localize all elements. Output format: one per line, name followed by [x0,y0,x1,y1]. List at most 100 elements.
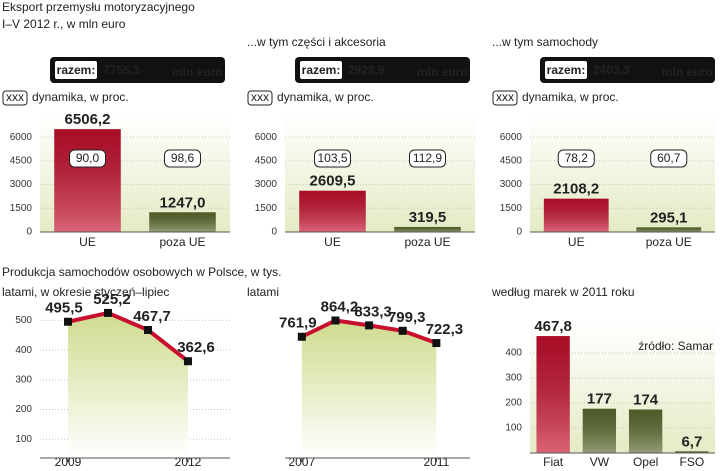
total-label-box [55,61,97,79]
point [104,308,112,317]
legend-key: xxx [251,90,269,104]
y-tick-label: 1500 [500,203,523,214]
total-value: 2928,9 [348,63,385,77]
x-tick-label: UE [79,235,96,249]
total-unit: mln euro [417,65,468,79]
x-tick-label: poza UE [646,235,692,249]
y-tick-label: 6000 [255,132,278,143]
chart-subtitle: ...w tym samochody [492,35,598,49]
dynamics-label: 78,2 [565,151,589,165]
x-tick-label: UE [568,235,585,249]
point [331,316,340,325]
y-tick-label: 300 [15,374,32,385]
bar-shade [628,409,663,453]
point [365,321,374,330]
y-tick-label: 0 [271,227,277,238]
y-tick-label: 1500 [10,203,33,214]
dynamics-label: 98,6 [171,151,195,165]
value-label: 319,5 [409,209,447,226]
y-tick-label: 3000 [255,179,278,190]
y-tick-label: 6000 [500,132,523,143]
dynamics-label: 60,7 [657,151,681,165]
x-tick-label: UE [324,235,341,249]
value-label: 6,7 [681,433,702,450]
bar-shade [636,227,702,232]
dynamics-box [164,149,201,168]
y-tick-label: 6000 [10,132,33,143]
dynamics-label: 103,5 [317,151,347,165]
value-label: 174 [633,391,659,408]
y-tick-label: 400 [505,348,522,359]
total-unit: mln euro [662,65,713,79]
x-tick-label: FSO [680,455,705,469]
y-tick-label: 1500 [255,203,278,214]
y-tick-label: 100 [15,434,32,445]
total-value: 7755,3 [103,63,140,77]
point [297,332,306,341]
legend-key-box [492,90,518,106]
bar-shade [299,190,366,232]
value-label: 833,3 [354,303,392,320]
total-label-box [545,61,587,79]
legend-text: dynamika, w proc. [522,90,619,104]
y-tick-label: 4500 [255,155,278,166]
x-tick-label: poza UE [159,235,205,249]
bar-shade [394,226,461,232]
legend-text: dynamika, w proc. [32,90,129,104]
point [398,326,407,335]
chart-title: Produkcja samochodów osobowych w Polsce,… [2,265,281,279]
chart-subtitle: latami [247,285,279,299]
value-label: 6506,2 [65,111,111,128]
value-label: 362,6 [177,339,215,356]
bar-shade [54,129,121,232]
value-label: 495,5 [45,300,83,317]
legend-text: dynamika, w proc. [277,90,374,104]
point [184,357,192,366]
point [144,326,152,335]
legend-key: xxx [496,90,514,104]
x-tick-label: poza UE [404,235,450,249]
bar-shade [149,212,216,232]
value-label: 177 [587,391,612,408]
y-tick-label: 3000 [10,179,33,190]
y-tick-label: 200 [15,404,32,415]
y-tick-label: 0 [516,227,522,238]
value-label: 467,8 [534,318,572,335]
value-label: 2609,5 [310,173,356,190]
chart-subtitle: ...w tym części i akcesoria [247,35,386,49]
chart-subtitle: I–V 2012 r., w mln euro [2,17,126,31]
dynamics-box [69,149,106,168]
bar-shade [582,408,617,453]
dynamics-box [409,149,446,168]
y-tick-label: 0 [26,227,32,238]
y-tick-label: 500 [15,315,32,326]
total-prefix: razem: [547,63,586,77]
bar-shade [536,336,570,453]
y-tick-label: 200 [505,398,522,409]
chart-subtitle: według marek w 2011 roku [491,285,635,299]
value-label: 722,3 [426,321,464,338]
y-tick-label: 400 [15,345,32,356]
x-tick-label: 2011 [423,455,449,469]
y-tick-label: 4500 [500,155,523,166]
dynamics-label: 112,9 [413,151,442,165]
value-label: 761,9 [279,315,317,332]
value-label: 864,2 [321,298,359,315]
chart-subtitle: latami, w okresie styczeń–lipiec [2,285,169,299]
total-unit: mln euro [172,65,223,79]
bar-shade [675,451,709,453]
dynamics-label: 90,0 [76,151,100,165]
value-label: 295,1 [650,209,688,226]
value-label: 2108,2 [553,181,599,198]
total-prefix: razem: [57,63,96,77]
x-tick-label: 2009 [55,455,82,469]
area [68,312,188,458]
line [67,310,190,363]
value-label: 1247,0 [160,194,206,211]
dynamics-box [314,149,351,168]
bar-shade [543,198,609,232]
x-tick-label: Opel [633,455,658,469]
x-tick-label: 2012 [175,455,202,469]
